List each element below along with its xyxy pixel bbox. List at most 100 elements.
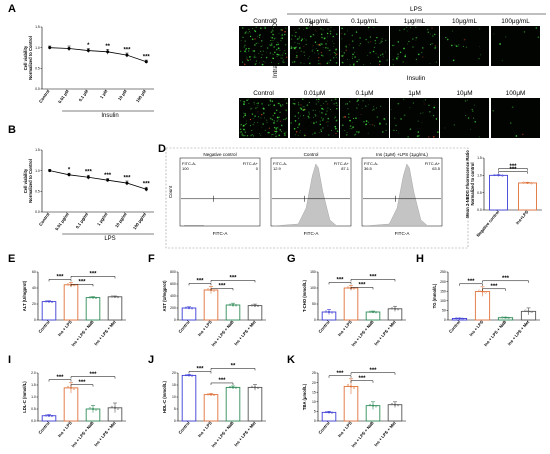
microscopy-lps-row-cell (422, 47, 424, 49)
microscopy-lps-row-cell (298, 43, 300, 45)
microscopy-insulin-row-cell (346, 103, 348, 105)
microscopy-lps-row-cell (373, 27, 375, 29)
microscopy-insulin-row-cell (336, 130, 339, 133)
microscopy-lps-row-cell (415, 36, 418, 39)
panel-b-x-label: LPS (104, 236, 115, 242)
flow-x-label: FITC-A (395, 231, 411, 236)
panel-b-series-line (49, 170, 147, 190)
microscopy-lps-row-cell (463, 38, 466, 41)
panel-f-data-point (253, 304, 257, 307)
panel-j-data-point (212, 393, 216, 396)
flow-pos-label: FITC-A+ (425, 161, 441, 166)
microscopy-insulin-row-cell (422, 112, 424, 114)
panel-k-data-point (390, 403, 394, 406)
microscopy-lps-row-cell (397, 56, 399, 58)
microscopy-insulin-row-cell (322, 118, 325, 120)
microscopy-lps-row-cell (281, 37, 284, 40)
microscopy-insulin-row-image (239, 98, 288, 138)
microscopy-insulin-row-cell (371, 109, 374, 111)
microscopy-insulin-row-cell (297, 135, 299, 136)
panel-a-x-tick-label: 0.1 μM (78, 88, 90, 102)
microscopy-insulin-row-cell (250, 130, 252, 131)
panel-d-bar-y-tick-label: 0.0 (477, 208, 482, 212)
microscopy-insulin-row-cell (417, 131, 420, 133)
panel-e-data-point (47, 300, 51, 303)
microscopy-insulin-row-cell (325, 121, 327, 123)
flow-x-label: FITC-A (213, 231, 229, 236)
microscopy-insulin-row-cell (284, 118, 286, 120)
microscopy-insulin-row-cell (298, 124, 300, 126)
microscopy-insulin-row-cell (331, 129, 333, 131)
microscopy-lps-row-cell (429, 43, 432, 46)
microscopy-insulin-row-cell (349, 125, 352, 127)
microscopy-insulin-row-cell (318, 98, 320, 101)
microscopy-lps-row-cell (254, 44, 256, 46)
microscopy-insulin-row-cell (257, 102, 259, 104)
microscopy-lps-row-cell (280, 38, 281, 40)
microscopy-lps-row-cell (303, 45, 305, 47)
microscopy-lps-row-cell (501, 60, 503, 62)
microscopy-insulin-row-cell (322, 118, 324, 120)
microscopy-lps-row-cell (282, 52, 284, 54)
panel-k-data-point (374, 405, 378, 408)
microscopy-insulin-row-cell (254, 115, 256, 117)
microscopy-lps-row-cell (255, 56, 257, 58)
microscopy-lps-row-label: 0.01μg/mL (299, 18, 330, 25)
microscopy-lps-row-cell (309, 56, 310, 58)
panel-i-sig-mark: *** (56, 375, 64, 381)
panel-e-sig-mark: *** (89, 272, 97, 278)
panel-g-y-tick-label: 150 (310, 270, 316, 274)
microscopy-lps-row-cell (284, 44, 287, 46)
microscopy-lps-row-cell (365, 38, 367, 41)
panel-g-data-point (393, 307, 397, 310)
microscopy-lps-row-cell (359, 37, 361, 39)
microscopy-insulin-row-cell (409, 128, 412, 130)
flow-plot-frame (179, 157, 261, 227)
microscopy-insulin-row-cell (319, 123, 322, 126)
panel-j-data-point (187, 374, 191, 377)
microscopy-insulin-row-cell (362, 100, 364, 102)
panel-b-sig-mark: *** (143, 182, 151, 188)
microscopy-insulin-label: Insulin (407, 75, 426, 82)
microscopy-lps-row-cell (455, 45, 458, 47)
panel-k-sig-mark: *** (336, 371, 344, 377)
microscopy-insulin-row-cell (267, 132, 269, 134)
panel-f-data-point (187, 306, 191, 310)
microscopy-lps-row-cell (272, 33, 274, 36)
panel-j-bar (225, 386, 241, 422)
panel-j-data-point (184, 374, 188, 377)
panel-j-data-point (209, 393, 213, 396)
microscopy-lps-row-cell (341, 55, 344, 57)
microscopy-lps-row-cell (351, 56, 353, 58)
microscopy-lps-row-cell (379, 43, 380, 44)
microscopy-insulin-row-cell (253, 122, 255, 123)
panel-h-data-point (478, 289, 481, 292)
microscopy-lps-row-cell (309, 35, 312, 38)
microscopy-insulin-row-cell (367, 132, 369, 134)
microscopy-insulin-row-cell (407, 136, 409, 138)
panel-b-x-tick-label: 10 μg/ml (114, 212, 128, 229)
panel-a-chart: 0.0 0.5 1.0 1.5 Cell viability Normalized to … (23, 25, 154, 119)
microscopy-lps-row-cell (246, 55, 247, 57)
panel-i-sig-mark: *** (89, 372, 97, 378)
microscopy-insulin-row-cell (348, 113, 350, 115)
microscopy-insulin-row-cell (299, 107, 302, 109)
panel-f-data-point (228, 303, 232, 306)
panel-b-x-tick-label: 0.1 μg/ml (75, 212, 90, 230)
panel-f-sig-mark: *** (229, 276, 237, 282)
microscopy-lps-row-cell (392, 63, 395, 66)
panel-a-y-tick-label: 1.5 (35, 25, 40, 29)
microscopy-insulin-row-cell (295, 131, 298, 133)
microscopy-insulin-row-cell (278, 134, 281, 137)
microscopy-insulin-row-cell (346, 134, 348, 136)
panel-g-data-point (371, 310, 375, 314)
panel-i-data-point (116, 407, 120, 410)
microscopy-lps-row-cell (402, 61, 405, 63)
microscopy-insulin-row-cell (277, 103, 279, 105)
microscopy-insulin-row-cell (327, 107, 329, 109)
microscopy-lps-row-cell (254, 63, 257, 65)
microscopy-lps-row-cell (295, 31, 297, 34)
microscopy-lps-row-cell (251, 38, 254, 41)
panel-a-sig-mark: *** (143, 55, 151, 61)
